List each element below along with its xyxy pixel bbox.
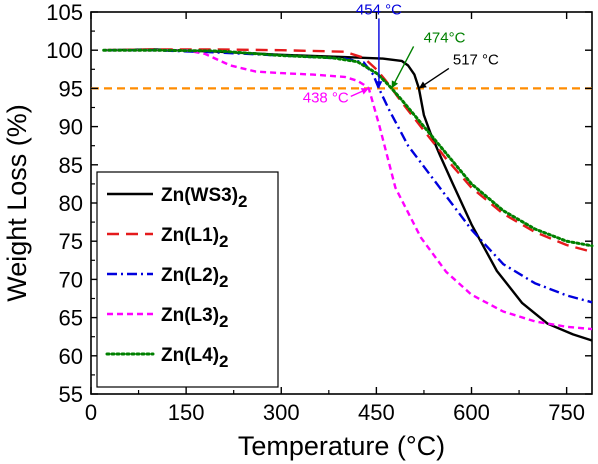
x-tick-label: 450: [358, 400, 395, 425]
y-tick-label: 95: [59, 76, 83, 101]
legend-label-5: Zn(L4)2: [161, 345, 229, 371]
y-tick-label: 60: [59, 344, 83, 369]
annotation-label-4: 438 °C: [303, 89, 349, 106]
x-tick-label: 150: [168, 400, 205, 425]
annotation-arrowhead-3: [418, 81, 427, 89]
x-tick-label: 0: [85, 400, 97, 425]
y-axis-title: Weight Loss (%): [2, 104, 32, 302]
series-line-4: [103, 49, 593, 331]
axis-layer: 0 150 300 450 600 750 55 60 65 70 75 80 85 90 95 100 105: [46, 0, 592, 425]
annotation-label-2: 474°C: [424, 29, 466, 46]
x-tick-label: 600: [453, 400, 490, 425]
annotation-layer: 454 °C 474°C 517 °C 438 °C: [303, 1, 499, 106]
y-tick-label: 100: [46, 38, 83, 63]
annotation-arrowhead-1: [375, 81, 383, 89]
y-tick-label: 75: [59, 229, 83, 254]
x-tick-label: 300: [263, 400, 300, 425]
y-tick-label: 70: [59, 267, 83, 292]
y-tick-label: 105: [46, 0, 83, 25]
annotation-arrow-2: [390, 46, 415, 89]
y-tick-label: 90: [59, 115, 83, 140]
legend-label-2: Zn(L1)2: [161, 225, 229, 251]
series-line-2: [103, 48, 593, 254]
y-tick-label: 85: [59, 153, 83, 178]
y-tick-label: 55: [59, 382, 83, 407]
y-tick-label: 65: [59, 306, 83, 331]
legend-label-4: Zn(L3)2: [161, 305, 229, 331]
legend: Zn(WS3)2 Zn(L1)2 Zn(L2)2 Zn(L3)2 Zn(L4)2: [96, 171, 279, 388]
x-tick-label: 750: [548, 400, 585, 425]
annotation-label-1: 454 °C: [356, 1, 402, 18]
annotation-arrowhead-4: [360, 88, 369, 95]
y-tick-label: 80: [59, 191, 83, 216]
x-axis-title: Temperature (°C): [238, 431, 445, 461]
legend-label-1: Zn(WS3)2: [161, 185, 248, 211]
annotation-label-3: 517 °C: [453, 51, 499, 68]
annotation-arrowhead-2: [391, 80, 399, 89]
legend-box: [96, 171, 279, 388]
legend-label-3: Zn(L2)2: [161, 265, 229, 291]
